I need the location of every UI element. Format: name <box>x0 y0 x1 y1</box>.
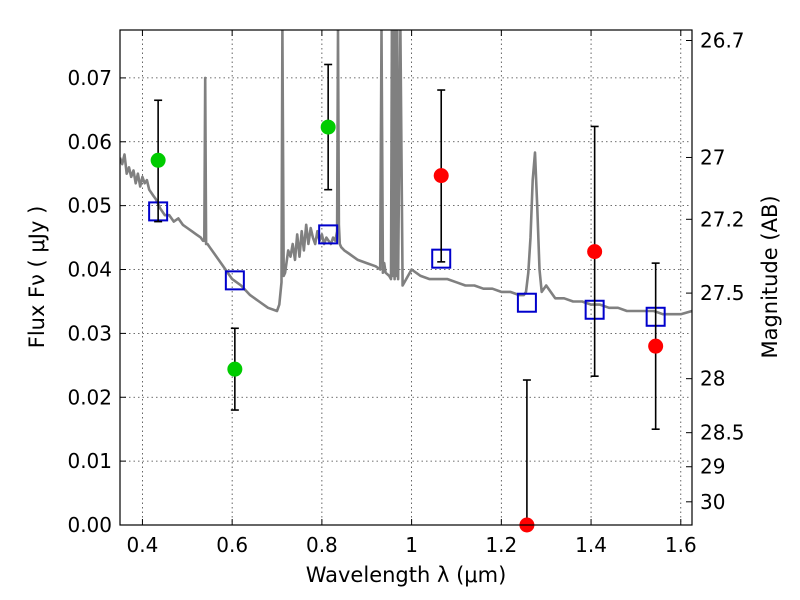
grid-lines <box>120 30 692 526</box>
x-tick-label: 0.4 <box>127 533 159 557</box>
magnitude-tick-label: 29 <box>700 455 725 479</box>
measurement-point <box>587 125 603 377</box>
magnitude-axis-ticks: 26.7 27 27.2 27.5 28 28.5 29 30 <box>686 28 745 514</box>
magnitude-tick-label: 28.5 <box>700 421 745 445</box>
measurement-point <box>519 379 535 533</box>
model-photometry-point <box>318 224 339 245</box>
measurement-point <box>227 327 243 411</box>
y-tick-label: 0.02 <box>67 385 112 409</box>
y-tick-label: 0.03 <box>67 321 112 345</box>
measurement-marker <box>587 244 603 260</box>
y-tick-label: 0.05 <box>67 194 112 218</box>
measurement-marker <box>227 361 243 377</box>
x-axis-label: Wavelength λ (μm) <box>306 563 507 587</box>
measurement-layer <box>150 63 664 533</box>
x-tick-label: 0.8 <box>306 533 338 557</box>
magnitude-tick-label: 27.5 <box>700 281 745 305</box>
x-tick-label: 1.4 <box>575 533 607 557</box>
x-axis-ticks: 0.4 0.6 0.8 1 1.2 1.4 1.6 <box>127 30 697 557</box>
measurement-point <box>150 99 166 223</box>
x-tick-label: 1.2 <box>485 533 517 557</box>
magnitude-tick-label: 27 <box>700 145 725 169</box>
measurement-point <box>648 262 664 430</box>
magnitude-tick-label: 27.2 <box>700 207 745 231</box>
model-photometry-point <box>224 270 245 291</box>
x-tick-label: 1.6 <box>665 533 697 557</box>
measurement-marker <box>320 119 336 135</box>
y-axis-label: Flux Fν ( μJy ) <box>25 206 49 349</box>
y-tick-label: 0.07 <box>67 66 112 90</box>
y-tick-label: 0.04 <box>67 258 112 282</box>
y-tick-label: 0.01 <box>67 449 112 473</box>
model-photometry-point <box>516 292 537 313</box>
magnitude-tick-label: 28 <box>700 367 725 391</box>
y-tick-label: 0.00 <box>67 513 112 537</box>
y-axis-ticks: 0.00 0.01 0.02 0.03 0.04 0.05 0.06 0.07 <box>67 66 126 537</box>
magnitude-tick-label: 26.7 <box>700 28 745 52</box>
magnitude-axis-label: Magnitude (AB) <box>758 195 782 358</box>
measurement-point <box>433 89 449 263</box>
x-tick-label: 1 <box>405 533 418 557</box>
y-tick-label: 0.06 <box>67 130 112 154</box>
plot-frame <box>119 29 693 526</box>
measurement-marker <box>648 338 664 354</box>
x-tick-label: 0.6 <box>216 533 248 557</box>
measurement-point <box>320 63 336 191</box>
measurement-marker <box>433 168 449 184</box>
magnitude-tick-label: 30 <box>700 490 725 514</box>
measurement-marker <box>150 152 166 168</box>
